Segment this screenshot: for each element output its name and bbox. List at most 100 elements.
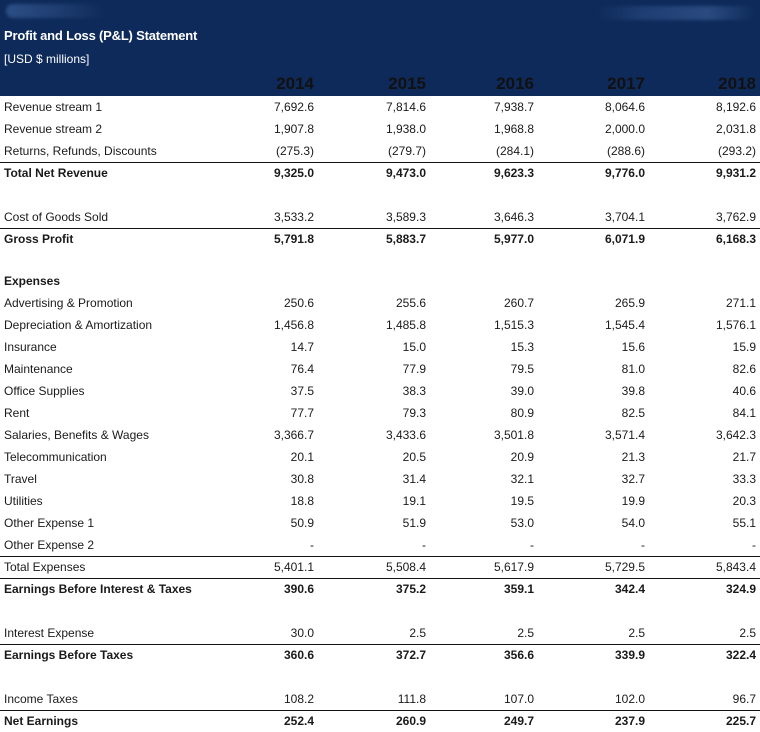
cell-value: 102.0 [614,692,645,706]
total-row: Total Net Revenue 9,325.0 9,473.0 9,623.… [0,162,760,184]
cell-value: 77.9 [402,362,426,376]
cell-value: 1,485.8 [385,318,426,332]
row-label: Telecommunication [4,450,107,464]
cell-value: 5,617.9 [493,560,534,574]
cell-value: - [530,538,534,552]
year-header: 2016 [496,74,534,93]
cell-value: 96.7 [732,692,756,706]
year-header: 2017 [607,74,645,93]
cell-value: - [310,538,314,552]
cell-value: 2.5 [628,626,645,640]
cell-value: 3,533.2 [273,210,314,224]
row-label: Earnings Before Interest & Taxes [4,582,192,596]
table-row: Insurance 14.7 15.0 15.3 15.6 15.9 [0,336,760,358]
cell-value: 7,938.7 [493,100,534,114]
cell-value: 32.7 [621,472,645,486]
cell-value: - [752,538,756,552]
cell-value: 5,883.7 [385,232,426,246]
cell-value: 360.6 [283,648,314,662]
row-label: Depreciation & Amortization [4,318,153,332]
cell-value: 39.8 [621,384,645,398]
cell-value: 1,907.8 [273,122,314,136]
year-header: 2014 [276,74,314,93]
cell-value: 225.7 [725,714,756,728]
cell-value: 5,843.4 [715,560,756,574]
section-heading: Expenses [0,270,760,292]
cell-value: 84.1 [732,406,756,420]
cell-value: 15.6 [621,340,645,354]
cell-value: 9,623.3 [493,166,534,180]
cell-value: 38.3 [402,384,426,398]
table-row: Income Taxes 108.2 111.8 107.0 102.0 96.… [0,688,760,711]
cell-value: 21.7 [732,450,756,464]
table-row: Advertising & Promotion 250.6 255.6 260.… [0,292,760,314]
cell-value: 1,515.3 [493,318,534,332]
cell-value: 30.8 [290,472,314,486]
cell-value: 79.3 [402,406,426,420]
total-row: Gross Profit 5,791.8 5,883.7 5,977.0 6,0… [0,228,760,250]
cell-value: 5,729.5 [604,560,645,574]
row-label: Salaries, Benefits & Wages [4,428,149,442]
cell-value: 1,545.4 [604,318,645,332]
cell-value: 3,642.3 [715,428,756,442]
cell-value: 20.1 [290,450,314,464]
cell-value: 2.5 [409,626,426,640]
cell-value: 20.5 [402,450,426,464]
cell-value: 31.4 [402,472,426,486]
cell-value: 20.3 [732,494,756,508]
cell-value: 265.9 [614,296,645,310]
cell-value: 255.6 [395,296,426,310]
cell-value: 324.9 [725,582,756,596]
year-header: 2015 [388,74,426,93]
cell-value: 5,791.8 [273,232,314,246]
cell-value: 19.1 [402,494,426,508]
table-row: Travel 30.8 31.4 32.1 32.7 33.3 [0,468,760,490]
row-label: Interest Expense [4,626,95,640]
table-row: Other Expense 1 50.9 51.9 53.0 54.0 55.1 [0,512,760,534]
table-row: Office Supplies 37.5 38.3 39.0 39.8 40.6 [0,380,760,402]
table-row: Depreciation & Amortization 1,456.8 1,48… [0,314,760,336]
cell-value: 5,508.4 [385,560,426,574]
cell-value: - [422,538,426,552]
cell-value: 3,589.3 [385,210,426,224]
cell-value: 55.1 [732,516,756,530]
cell-value: 5,977.0 [493,232,534,246]
row-label: Other Expense 1 [4,516,95,530]
row-label: Revenue stream 2 [4,122,103,136]
cell-value: 79.5 [510,362,534,376]
cell-value: 249.7 [503,714,534,728]
cell-value: 15.0 [402,340,426,354]
cell-value: 76.4 [290,362,314,376]
cell-value: (293.2) [717,144,756,158]
cell-value: 9,931.2 [715,166,756,180]
cell-value: 271.1 [725,296,756,310]
cell-value: 7,814.6 [385,100,426,114]
cell-value: 81.0 [621,362,645,376]
currency-unit-label: [USD $ millions] [4,52,90,66]
row-label: Utilities [4,494,43,508]
cell-value: 37.5 [290,384,314,398]
row-label: Revenue stream 1 [4,100,103,114]
table-row: Interest Expense 30.0 2.5 2.5 2.5 2.5 [0,622,760,645]
cell-value: 3,704.1 [604,210,645,224]
cell-value: 33.3 [732,472,756,486]
cell-value: 9,776.0 [604,166,645,180]
cell-value: 111.8 [397,692,426,706]
cell-value: 339.9 [614,648,645,662]
cell-value: 18.8 [290,494,314,508]
row-label: Cost of Goods Sold [4,210,109,224]
cell-value: 50.9 [290,516,314,530]
cell-value: 8,064.6 [604,100,645,114]
header-band: Profit and Loss (P&L) Statement [USD $ m… [0,0,760,96]
total-row: Earnings Before Taxes 360.6 372.7 356.6 … [0,644,760,666]
cell-value: 107.0 [503,692,534,706]
cell-value: 3,366.7 [273,428,314,442]
table-row: Other Expense 2 - - - - - [0,534,760,556]
cell-value: 7,692.6 [273,100,314,114]
divider [0,556,760,557]
cell-value: 3,501.8 [493,428,534,442]
cell-value: 342.4 [614,582,645,596]
cell-value: 1,968.8 [493,122,534,136]
row-label: Returns, Refunds, Discounts [4,144,157,158]
cell-value: 252.4 [283,714,314,728]
